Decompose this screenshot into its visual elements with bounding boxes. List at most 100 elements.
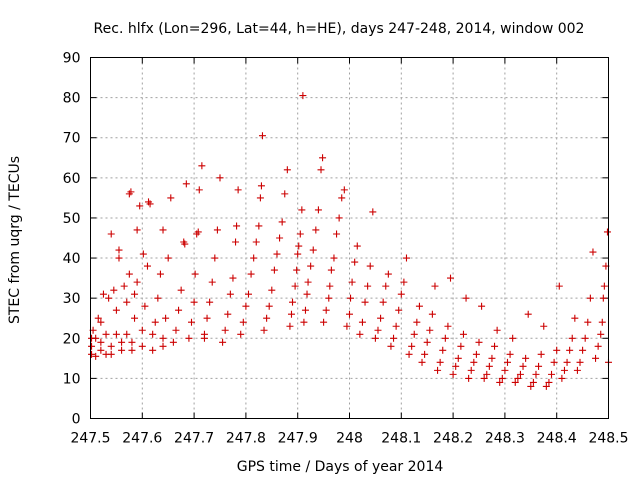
data-point	[141, 302, 149, 310]
data-point	[503, 358, 511, 366]
x-tick-label: 248.1	[381, 431, 421, 447]
data-point	[191, 270, 199, 278]
data-point	[143, 262, 151, 270]
data-point	[107, 230, 115, 238]
data-point	[597, 330, 605, 338]
data-point	[423, 338, 431, 346]
y-tick-label: 40	[63, 251, 81, 267]
data-point	[348, 278, 356, 286]
data-point	[239, 318, 247, 326]
data-point	[472, 350, 480, 358]
data-point	[303, 290, 311, 298]
data-point	[387, 342, 395, 350]
x-tick-label: 247.9	[278, 431, 318, 447]
data-point	[265, 302, 273, 310]
data-point	[293, 266, 301, 274]
data-point	[182, 180, 190, 188]
data-point	[581, 334, 589, 342]
data-point	[118, 346, 126, 354]
data-point	[213, 226, 221, 234]
data-point	[112, 306, 120, 314]
data-point	[159, 334, 167, 342]
x-tick-label: 247.5	[70, 431, 110, 447]
data-point	[457, 342, 465, 350]
data-point	[374, 326, 382, 334]
data-point	[88, 342, 96, 350]
data-point	[529, 378, 537, 386]
y-tick-label: 50	[63, 211, 81, 227]
data-point	[167, 194, 175, 202]
data-point	[542, 382, 550, 390]
data-point	[128, 338, 136, 346]
data-point	[516, 370, 524, 378]
data-point	[156, 270, 164, 278]
data-point	[237, 330, 245, 338]
data-point	[553, 346, 561, 354]
y-tick-label: 90	[63, 51, 81, 67]
data-point	[221, 326, 229, 334]
data-point	[125, 270, 133, 278]
data-point	[322, 306, 330, 314]
data-point	[149, 346, 157, 354]
data-point	[211, 254, 219, 262]
data-point	[478, 302, 486, 310]
data-point	[295, 242, 303, 250]
data-points	[88, 92, 612, 390]
data-point	[247, 270, 255, 278]
data-point	[257, 182, 265, 190]
data-point	[198, 162, 206, 170]
data-point	[509, 334, 517, 342]
data-point	[327, 266, 335, 274]
data-point	[252, 238, 260, 246]
data-point	[194, 228, 202, 236]
data-point	[364, 282, 372, 290]
data-point	[312, 226, 320, 234]
data-point	[444, 322, 452, 330]
y-tick-label: 80	[63, 91, 81, 107]
data-point	[255, 222, 263, 230]
data-point	[384, 270, 392, 278]
data-point	[600, 282, 608, 290]
data-point	[555, 282, 563, 290]
data-point	[408, 342, 416, 350]
data-point	[550, 358, 558, 366]
data-point	[356, 330, 364, 338]
data-point	[325, 294, 333, 302]
data-point	[421, 350, 429, 358]
data-point	[390, 334, 398, 342]
data-point	[276, 234, 284, 242]
x-tick-label: 248.3	[485, 431, 525, 447]
data-point	[501, 366, 509, 374]
data-point	[138, 326, 146, 334]
data-point	[294, 250, 302, 258]
data-point	[326, 282, 334, 290]
data-point	[447, 274, 455, 282]
data-point	[139, 250, 147, 258]
data-point	[299, 92, 307, 100]
data-point	[190, 298, 198, 306]
data-point	[314, 206, 322, 214]
data-point	[576, 358, 584, 366]
data-point	[413, 318, 421, 326]
data-point	[514, 374, 522, 382]
data-point	[97, 346, 105, 354]
x-tick-labels: 247.5 247.6 247.7 247.8 247.9 248 248.1 248.2 24…	[70, 431, 628, 447]
data-point	[250, 254, 258, 262]
data-point	[351, 258, 359, 266]
data-point	[281, 190, 289, 198]
data-point	[229, 274, 237, 282]
data-point	[105, 294, 113, 302]
data-point	[296, 230, 304, 238]
data-point	[586, 294, 594, 302]
data-point	[136, 202, 144, 210]
data-point	[216, 174, 224, 182]
data-point	[270, 266, 278, 274]
data-point	[371, 334, 379, 342]
data-point	[568, 334, 576, 342]
data-point	[573, 366, 581, 374]
data-point	[418, 358, 426, 366]
data-point	[133, 278, 141, 286]
data-point	[88, 350, 96, 358]
data-point	[436, 358, 444, 366]
data-point	[558, 374, 566, 382]
